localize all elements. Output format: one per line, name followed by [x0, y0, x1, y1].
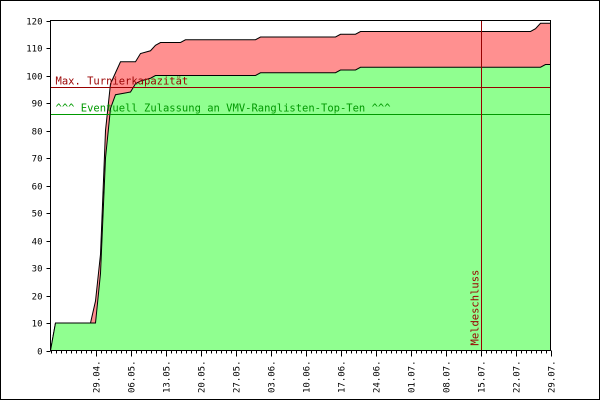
- x-tick-label: 20.05.: [198, 361, 208, 394]
- x-tick-label: 22.07.: [513, 361, 523, 394]
- reference-label-0: Max. Turnierkapazität: [56, 76, 189, 88]
- y-tick-label: 50: [32, 210, 43, 220]
- x-tick-label: 13.05.: [163, 361, 173, 394]
- y-tick-label: 90: [32, 100, 43, 110]
- x-tick-label: 24.06.: [373, 361, 383, 394]
- plot-border: [50, 20, 551, 351]
- x-tick-label: 08.07.: [443, 361, 453, 394]
- y-tick-label: 60: [32, 183, 43, 193]
- y-tick-label: 120: [26, 18, 42, 28]
- x-tick-label: 01.07.: [408, 361, 418, 394]
- x-tick-label: 06.05.: [128, 361, 138, 394]
- y-tick-label: 100: [26, 73, 42, 83]
- x-tick-label: 29.04.: [93, 361, 103, 394]
- reference-label-1: ^^^ Eventuell Zulassung an VMV-Rangliste…: [56, 103, 391, 115]
- y-tick-label: 20: [32, 293, 43, 303]
- marker-label-0: Meldeschluss: [470, 270, 482, 346]
- y-tick-label: 110: [26, 45, 42, 55]
- x-tick-label: 27.05.: [233, 361, 243, 394]
- series-area-1: [50, 64, 551, 351]
- y-tick-label: 40: [32, 238, 43, 248]
- y-tick-label: 30: [32, 265, 43, 275]
- x-tick-label: 03.06.: [268, 361, 278, 394]
- y-tick-label: 10: [32, 320, 43, 330]
- x-tick-label: 29.07.: [548, 361, 558, 394]
- series-outline-0: [50, 22, 551, 351]
- x-tick-label: 10.06.: [303, 361, 313, 394]
- y-tick-label: 70: [32, 155, 43, 165]
- y-tick-label: 0: [37, 348, 42, 358]
- y-tick-label: 80: [32, 128, 43, 138]
- x-tick-label: 15.07.: [478, 361, 488, 394]
- x-tick-label: 17.06.: [338, 361, 348, 394]
- series-outline-1: [50, 64, 551, 351]
